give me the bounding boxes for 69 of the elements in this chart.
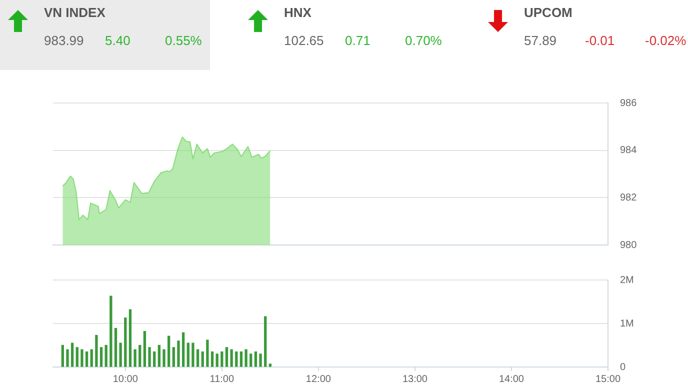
bar xyxy=(110,296,112,367)
bar xyxy=(235,351,238,367)
bar xyxy=(114,328,118,367)
x-tick-label: 14:00 xyxy=(498,374,524,385)
bar xyxy=(259,354,262,367)
bar xyxy=(70,342,74,367)
text: 983.99 xyxy=(44,33,84,48)
bar xyxy=(134,349,136,367)
bar xyxy=(244,349,248,367)
text: UPCOM xyxy=(524,5,572,20)
text: 5.40 xyxy=(105,33,130,48)
bar xyxy=(66,349,69,367)
bar xyxy=(192,342,194,367)
y-tick-label: 980 xyxy=(620,240,638,251)
bar xyxy=(201,351,204,367)
bar xyxy=(172,347,175,367)
bar xyxy=(80,349,84,367)
bar xyxy=(177,340,180,367)
bar xyxy=(186,342,190,367)
bar xyxy=(196,349,200,367)
bar xyxy=(220,351,224,367)
bar xyxy=(100,347,103,367)
bar xyxy=(119,342,122,367)
bar xyxy=(143,331,146,367)
bar xyxy=(254,351,258,367)
bar xyxy=(240,351,243,367)
bar xyxy=(76,347,78,367)
text: 0.71 xyxy=(345,33,370,48)
x-tick-label: 12:00 xyxy=(306,374,332,385)
bar xyxy=(210,351,214,367)
bar xyxy=(216,354,218,367)
bar xyxy=(167,336,170,367)
text: 0.70% xyxy=(405,33,442,48)
y-tick-label: 0 xyxy=(620,362,626,373)
bar xyxy=(162,349,166,367)
bar xyxy=(225,347,228,367)
bar xyxy=(268,364,272,367)
x-tick-label: 10:00 xyxy=(112,374,138,385)
bar xyxy=(264,316,267,367)
text: 57.89 xyxy=(524,33,557,48)
bar xyxy=(104,344,108,367)
y-tick-label: 1M xyxy=(620,318,634,330)
x-tick-label: 11:00 xyxy=(210,374,234,385)
bar xyxy=(230,349,233,367)
bar xyxy=(95,334,98,367)
y-tick-label: 986 xyxy=(620,98,638,109)
text: 102.65 xyxy=(284,33,324,48)
x-tick-label: 15:00 xyxy=(595,374,621,385)
bar xyxy=(148,347,151,367)
bar xyxy=(158,344,161,367)
y-tick-label: 2M xyxy=(620,274,634,286)
text: 0.55% xyxy=(165,33,202,48)
text: -0.01 xyxy=(585,33,615,48)
bar xyxy=(153,351,156,367)
bar xyxy=(182,332,185,367)
bar xyxy=(90,349,93,367)
y-tick-label: 984 xyxy=(620,145,638,156)
x-tick-label: 13:00 xyxy=(402,374,428,385)
bar xyxy=(138,344,142,367)
bar xyxy=(61,344,64,367)
text: HNX xyxy=(284,5,312,20)
bar xyxy=(250,354,252,367)
bar xyxy=(124,318,127,367)
text: VN INDEX xyxy=(44,5,106,20)
bar xyxy=(128,309,132,367)
y-tick-label: 982 xyxy=(620,192,638,204)
text: -0.02% xyxy=(645,33,686,48)
bar xyxy=(85,351,88,367)
bar xyxy=(206,340,209,367)
